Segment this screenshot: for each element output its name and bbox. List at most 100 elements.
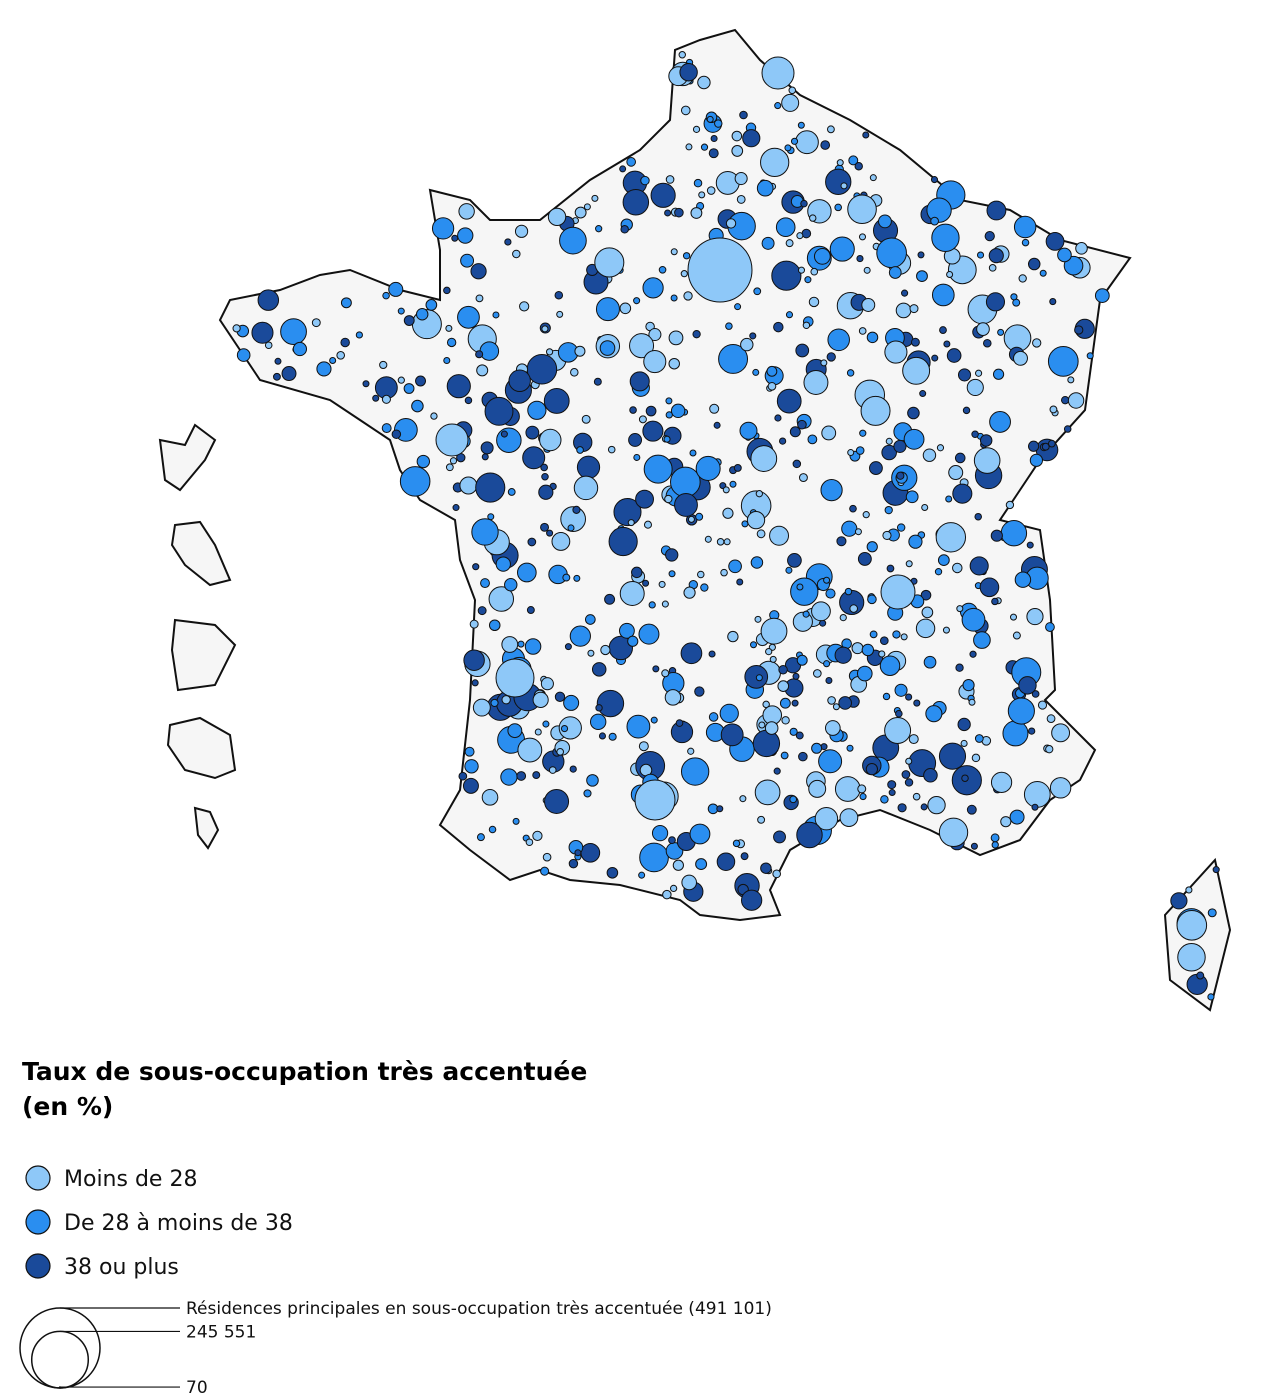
commune-dot [931, 223, 960, 252]
commune-dot [896, 523, 906, 532]
commune-dot [803, 369, 829, 395]
commune-dot [472, 563, 480, 571]
commune-dot [854, 528, 862, 536]
commune-dot [818, 749, 843, 774]
commune-dot [839, 613, 847, 622]
commune-dot [733, 463, 742, 472]
commune-dot [362, 380, 370, 388]
commune-dot [665, 548, 679, 562]
commune-dot [501, 695, 511, 705]
commune-dot [583, 203, 591, 211]
commune-dot [539, 428, 562, 452]
commune-dot [791, 699, 799, 707]
commune-dot [381, 394, 391, 404]
commune-dot [979, 434, 993, 447]
commune-dot [668, 836, 676, 845]
commune-dot [562, 573, 571, 582]
commune-dot [648, 328, 662, 342]
commune-dot [790, 137, 799, 145]
commune-dot [884, 340, 908, 364]
commune-dot [416, 454, 431, 469]
commune-dot [672, 859, 684, 871]
commune-dot [708, 650, 716, 658]
commune-dot [1074, 325, 1084, 335]
commune-dot [840, 182, 848, 190]
commune-dot [846, 369, 855, 377]
commune-dot [708, 148, 719, 159]
commune-dot [435, 423, 469, 457]
commune-dot [976, 322, 990, 336]
commune-dot [689, 449, 697, 457]
commune-dot [923, 655, 937, 669]
commune-dot [589, 713, 607, 731]
commune-dot [475, 350, 484, 359]
commune-dot [545, 348, 554, 356]
commune-dot [988, 248, 1004, 264]
commune-dot [700, 143, 709, 151]
commune-dot [695, 455, 721, 481]
commune-dot [507, 488, 516, 496]
commune-dot [635, 489, 654, 509]
commune-dot [720, 723, 744, 747]
commune-dot [862, 131, 870, 139]
commune-dot [960, 739, 968, 748]
commune-dot [957, 717, 971, 732]
commune-dot [638, 741, 649, 752]
commune-dot [1009, 809, 1025, 825]
commune-dot [811, 742, 823, 754]
commune-dot [665, 175, 675, 184]
commune-dot [866, 331, 879, 344]
commune-dot [774, 414, 782, 422]
commune-dot [316, 361, 332, 377]
commune-dot [887, 780, 897, 790]
commune-dot [796, 583, 804, 591]
commune-dot [512, 249, 521, 259]
commune-dot [729, 480, 737, 488]
commune-dot [525, 838, 534, 847]
commune-dot [826, 352, 836, 362]
commune-dot [526, 353, 558, 385]
commune-dot [790, 577, 819, 606]
commune-dot [457, 227, 474, 244]
commune-dot [634, 779, 676, 821]
commune-dot [543, 388, 570, 414]
commune-dot [469, 619, 479, 629]
commune-dot [865, 762, 879, 776]
commune-dot [593, 377, 602, 386]
commune-dot [888, 789, 896, 797]
commune-dot [909, 304, 919, 314]
commune-dot [567, 524, 575, 532]
commune-dot [340, 337, 350, 348]
commune-dot [541, 325, 549, 333]
commune-dot [755, 490, 763, 498]
commune-dot [661, 669, 670, 678]
commune-dot [1176, 909, 1208, 941]
commune-dot [961, 607, 986, 632]
commune-dot [464, 746, 475, 757]
commune-dot [746, 510, 766, 530]
commune-dot [709, 403, 720, 414]
size-circle [30, 1330, 90, 1389]
commune-dot [893, 439, 907, 453]
commune-dot [1067, 392, 1085, 409]
commune-dot [661, 600, 669, 608]
commune-dot [1094, 288, 1110, 303]
commune-dot [587, 649, 595, 657]
commune-dot [797, 266, 806, 274]
commune-dot [1021, 238, 1030, 247]
commune-dot [1014, 571, 1032, 588]
commune-dot [719, 703, 739, 724]
commune-dot [687, 747, 695, 755]
commune-dot [606, 866, 619, 879]
commune-dot [538, 484, 554, 500]
commune-dot [854, 162, 863, 171]
commune-dot [728, 559, 742, 574]
commune-dot [713, 421, 721, 429]
commune-dot [938, 742, 967, 770]
commune-dot [627, 519, 635, 527]
commune-dot [917, 251, 925, 259]
commune-dot [760, 862, 772, 874]
commune-dot [681, 874, 697, 891]
commune-dot [1023, 781, 1051, 808]
